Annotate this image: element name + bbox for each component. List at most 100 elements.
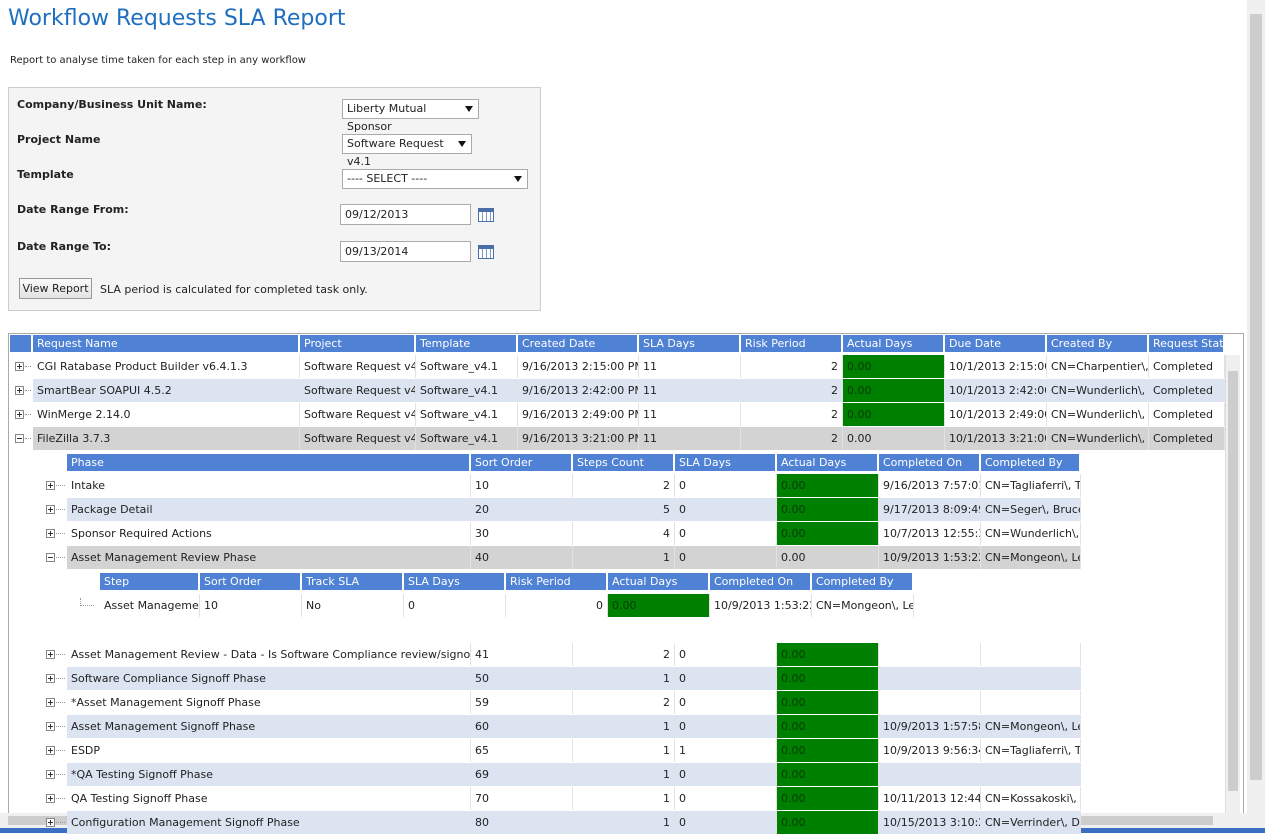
cell: 0 <box>506 594 608 617</box>
cell: Software Request v4.1 <box>300 379 416 402</box>
cell: Software Request v4.1 <box>300 355 416 378</box>
cell: No <box>302 594 404 617</box>
column-header: Request Name <box>33 335 300 352</box>
cell: 0 <box>675 715 777 738</box>
expander[interactable] <box>46 818 55 827</box>
grid-scrollbar[interactable] <box>1225 355 1240 813</box>
dropdown[interactable]: Liberty Mutual Sponsor <box>342 99 479 133</box>
column-header: Due Date <box>945 335 1047 352</box>
cell: 0.00 <box>777 667 879 690</box>
cell <box>981 763 1081 786</box>
cell: 69 <box>471 763 573 786</box>
expander[interactable] <box>46 529 55 538</box>
cell: Completed <box>1149 379 1225 402</box>
cell: CN=Wunderlich\, ... <box>1047 427 1149 450</box>
cell: Software_v4.1 <box>416 427 518 450</box>
cell: 0.00 <box>777 498 879 521</box>
cell: 10/11/2013 12:44:... <box>879 787 981 810</box>
expander[interactable] <box>46 481 55 490</box>
dropdown[interactable]: Software Request v4.1 <box>342 134 472 168</box>
date-input[interactable]: 09/13/2014 <box>340 241 471 262</box>
expander[interactable] <box>46 650 55 659</box>
dropdown[interactable]: ---- SELECT ---- <box>342 169 528 189</box>
cell: 9/16/2013 2:42:00 PM <box>518 379 639 402</box>
cell: 9/16/2013 2:49:00 PM <box>518 403 639 426</box>
calendar-icon[interactable] <box>478 245 494 259</box>
expander[interactable] <box>46 722 55 731</box>
cell: Completed <box>1149 355 1225 378</box>
cell: 70 <box>471 787 573 810</box>
cell <box>981 643 1081 666</box>
tree-line <box>25 366 31 367</box>
tree-line <box>25 414 31 415</box>
cell: Asset Managemen... <box>100 594 200 617</box>
subtitle: Report to analyse time taken for each st… <box>10 55 306 66</box>
expander[interactable] <box>15 362 24 371</box>
view-report-button[interactable]: View Report <box>19 278 92 299</box>
expander[interactable] <box>15 434 24 443</box>
cell: 0 <box>675 522 777 545</box>
expander[interactable] <box>46 674 55 683</box>
cell: 0.00 <box>608 594 710 617</box>
tree-line <box>56 726 65 727</box>
cell: 0 <box>675 667 777 690</box>
cell: Asset Management Review Phase <box>67 546 471 569</box>
cell: *QA Testing Signoff Phase <box>67 763 471 786</box>
cell: QA Testing Signoff Phase <box>67 787 471 810</box>
cell: 2 <box>741 427 843 450</box>
filter-label: Company/Business Unit Name: <box>17 98 207 111</box>
cell: Software Request v4.1 <box>300 427 416 450</box>
cell: 0.00 <box>777 474 879 497</box>
filter-label: Date Range To: <box>17 240 111 253</box>
tree-line <box>56 654 65 655</box>
column-header: Track SLA <box>302 573 404 590</box>
cell: CN=Tagliaferri\, Ta... <box>981 739 1081 762</box>
expander[interactable] <box>15 386 24 395</box>
cell: 11 <box>639 427 741 450</box>
cell: 65 <box>471 739 573 762</box>
tree-line <box>25 438 31 439</box>
expander[interactable] <box>46 794 55 803</box>
cell: 0.00 <box>843 355 945 378</box>
tree-line <box>56 533 65 534</box>
cell: 60 <box>471 715 573 738</box>
cell: Package Detail <box>67 498 471 521</box>
cell: Configuration Management Signoff Phase <box>67 811 471 834</box>
expander[interactable] <box>46 505 55 514</box>
cell: 1 <box>573 739 675 762</box>
cell: 1 <box>573 546 675 569</box>
cell: Software_v4.1 <box>416 403 518 426</box>
row <box>33 427 1225 450</box>
cell: Sponsor Required Actions <box>67 522 471 545</box>
expander[interactable] <box>46 553 55 562</box>
calendar-icon[interactable] <box>478 208 494 222</box>
cell <box>879 667 981 690</box>
page-scrollbar[interactable] <box>1247 0 1265 828</box>
tree-line <box>56 822 65 823</box>
cell: Completed <box>1149 427 1225 450</box>
cell: 1 <box>573 787 675 810</box>
cell: 11 <box>639 355 741 378</box>
expander[interactable] <box>46 698 55 707</box>
expander[interactable] <box>46 770 55 779</box>
tree-line <box>56 750 65 751</box>
cell: 10/9/2013 1:53:22 ... <box>710 594 812 617</box>
cell: 0 <box>675 546 777 569</box>
column-header: SLA Days <box>404 573 506 590</box>
date-input[interactable]: 09/12/2013 <box>340 204 471 225</box>
cell: 10/1/2013 2:15:00 ... <box>945 355 1047 378</box>
cell: Software Compliance Signoff Phase <box>67 667 471 690</box>
column-header: Sort Order <box>200 573 302 590</box>
column-header: Actual Days <box>608 573 710 590</box>
column-header: Completed By <box>812 573 914 590</box>
cell: 11 <box>639 379 741 402</box>
cell: 0.00 <box>777 643 879 666</box>
expander[interactable] <box>15 410 24 419</box>
cell: 0 <box>675 474 777 497</box>
column-header: Actual Days <box>843 335 945 352</box>
cell: 41 <box>471 643 573 666</box>
cell: SmartBear SOAPUI 4.5.2 <box>33 379 300 402</box>
cell: ESDP <box>67 739 471 762</box>
expander[interactable] <box>46 746 55 755</box>
